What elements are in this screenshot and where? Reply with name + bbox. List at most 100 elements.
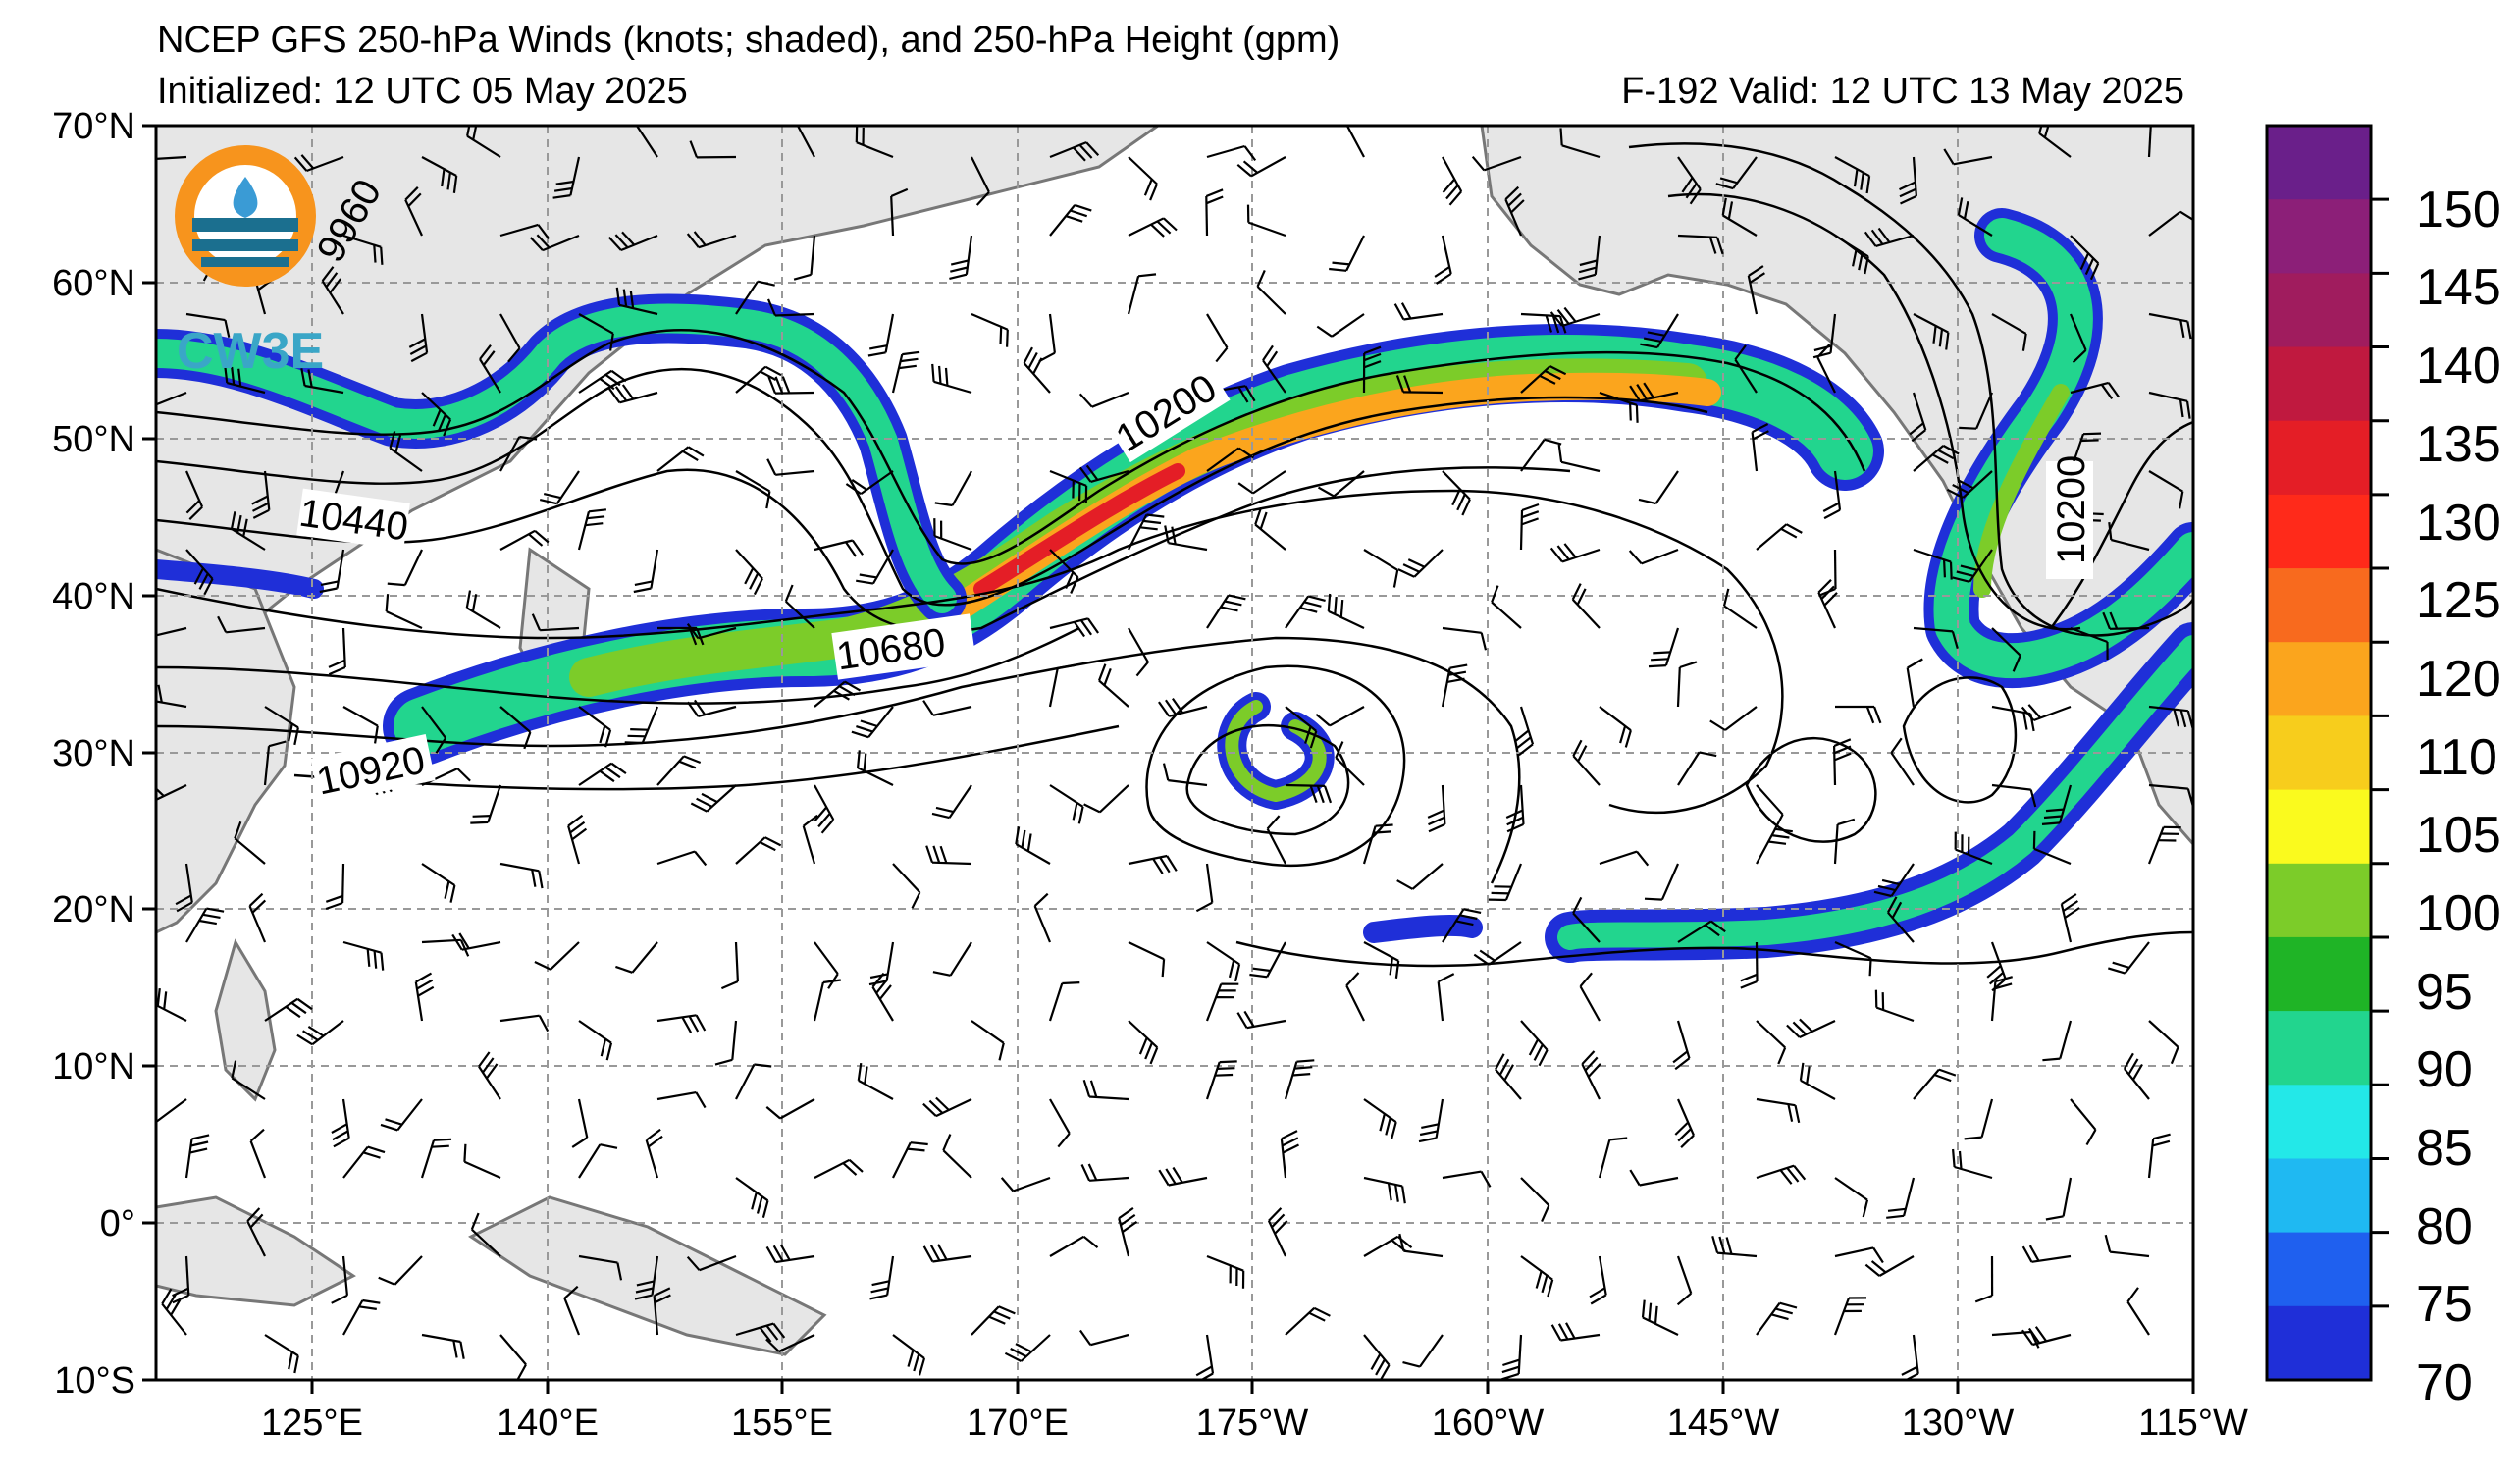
wind-barb bbox=[1559, 128, 1601, 159]
wind-barb bbox=[1834, 1246, 1884, 1264]
wind-barb bbox=[1578, 235, 1601, 281]
wind-barb bbox=[231, 1060, 266, 1100]
wind-barb bbox=[234, 821, 266, 865]
wind-barb bbox=[331, 1098, 350, 1148]
wind-barb bbox=[814, 539, 865, 557]
wind-barb bbox=[578, 369, 627, 394]
wind-barb bbox=[1946, 470, 1993, 499]
colorbar-tick-label: 120 bbox=[2416, 651, 2501, 708]
wind-barb bbox=[1890, 737, 1915, 786]
wind-barb bbox=[1549, 306, 1601, 328]
wind-barb bbox=[300, 368, 344, 395]
wind-barb bbox=[1756, 784, 1784, 831]
wind-barb bbox=[855, 126, 894, 159]
wind-barb bbox=[1641, 1299, 1679, 1336]
wind-barb bbox=[1628, 548, 1679, 565]
wind-barb bbox=[1677, 156, 1702, 205]
wind-barb bbox=[2108, 521, 2150, 552]
lat-label: 50°N bbox=[52, 419, 135, 460]
wind-barb bbox=[813, 979, 841, 1022]
wind-barb bbox=[1345, 126, 1365, 158]
wind-barb bbox=[1833, 738, 1852, 786]
wind-barb bbox=[248, 892, 267, 943]
wind-barb bbox=[1048, 981, 1080, 1022]
wind-barb bbox=[1676, 1255, 1693, 1306]
wind-barb bbox=[856, 549, 894, 585]
wind-barb bbox=[319, 549, 345, 594]
wind-barb bbox=[1674, 1098, 1696, 1148]
wind-barb bbox=[1015, 826, 1051, 865]
wind-barb bbox=[1834, 1177, 1869, 1218]
wind-barb bbox=[1491, 585, 1522, 629]
colorbar-tick-label: 105 bbox=[2416, 807, 2501, 864]
wind-barb bbox=[534, 941, 580, 971]
wind-barb bbox=[1078, 464, 1129, 483]
wind-barb bbox=[814, 784, 835, 834]
wind-barb bbox=[1599, 706, 1632, 748]
wind-barb bbox=[1118, 1206, 1138, 1257]
wind-barb bbox=[466, 126, 501, 158]
wind-barb bbox=[765, 1334, 815, 1352]
wind-barb bbox=[686, 231, 737, 249]
wind-barb bbox=[971, 1305, 1016, 1336]
wind-barb bbox=[1398, 1233, 1444, 1258]
wind-barb bbox=[1128, 156, 1159, 201]
wind-barb bbox=[624, 706, 659, 745]
wind-barb bbox=[296, 1020, 344, 1046]
wind-barb bbox=[1990, 976, 2013, 1022]
wind-barb bbox=[185, 549, 214, 596]
wind-barb bbox=[1157, 697, 1208, 717]
wind-barb bbox=[1162, 763, 1208, 787]
wind-barb bbox=[1195, 863, 1214, 913]
wind-barb bbox=[1715, 156, 1758, 190]
wind-barb bbox=[766, 458, 815, 476]
wind-barb bbox=[1033, 892, 1052, 943]
wind-barb bbox=[1488, 863, 1523, 902]
wind-barb bbox=[1913, 313, 1950, 350]
wind-barb bbox=[892, 1334, 926, 1376]
wind-barb bbox=[633, 549, 659, 594]
wind-barb bbox=[1285, 783, 1333, 804]
colorbar-tick-label: 110 bbox=[2416, 729, 2497, 786]
wind-barb bbox=[1396, 863, 1444, 890]
colorbar-segment bbox=[2267, 568, 2371, 643]
wind-barb bbox=[1329, 235, 1365, 272]
wind-barb bbox=[1363, 1098, 1397, 1139]
wind-barb bbox=[156, 155, 187, 160]
wind-barb bbox=[1864, 227, 1915, 247]
wind-barb bbox=[735, 836, 782, 865]
wind-barb bbox=[1427, 784, 1446, 833]
wind-barb bbox=[1441, 663, 1468, 708]
wind-barb bbox=[1266, 815, 1286, 865]
wind-barb bbox=[1285, 595, 1326, 629]
wind-barb bbox=[656, 1014, 707, 1033]
wind-barb bbox=[1254, 507, 1286, 551]
wind-barb bbox=[1722, 588, 1758, 629]
wind-barb bbox=[1721, 197, 1758, 237]
wind-barb bbox=[765, 1098, 815, 1120]
wind-barb bbox=[1734, 344, 1758, 394]
wind-barb bbox=[1267, 1207, 1288, 1257]
wind-barb bbox=[1249, 941, 1286, 979]
wind-barb bbox=[499, 862, 544, 889]
wind-barb bbox=[389, 431, 423, 472]
wind-barb bbox=[1901, 1334, 1919, 1380]
wind-barb bbox=[1495, 1053, 1522, 1100]
wind-barb bbox=[1434, 235, 1452, 285]
wind-barb bbox=[499, 1334, 527, 1380]
wind-barb bbox=[1206, 1254, 1245, 1289]
graticule bbox=[156, 126, 2193, 1380]
wind-barb bbox=[1284, 1059, 1315, 1100]
wind-barb bbox=[563, 1285, 581, 1336]
wind-barb bbox=[1437, 973, 1455, 1022]
wind-barb bbox=[1599, 850, 1650, 867]
wind-barb bbox=[932, 941, 972, 977]
wind-barb bbox=[1206, 594, 1246, 629]
wind-barb bbox=[656, 446, 705, 472]
wind-barb bbox=[529, 234, 580, 252]
wind-barb bbox=[735, 549, 763, 596]
colorbar-segment bbox=[2267, 273, 2371, 348]
wind-barb bbox=[1747, 265, 1765, 315]
wind-barb bbox=[1335, 741, 1365, 786]
wind-barb bbox=[1629, 382, 1679, 402]
